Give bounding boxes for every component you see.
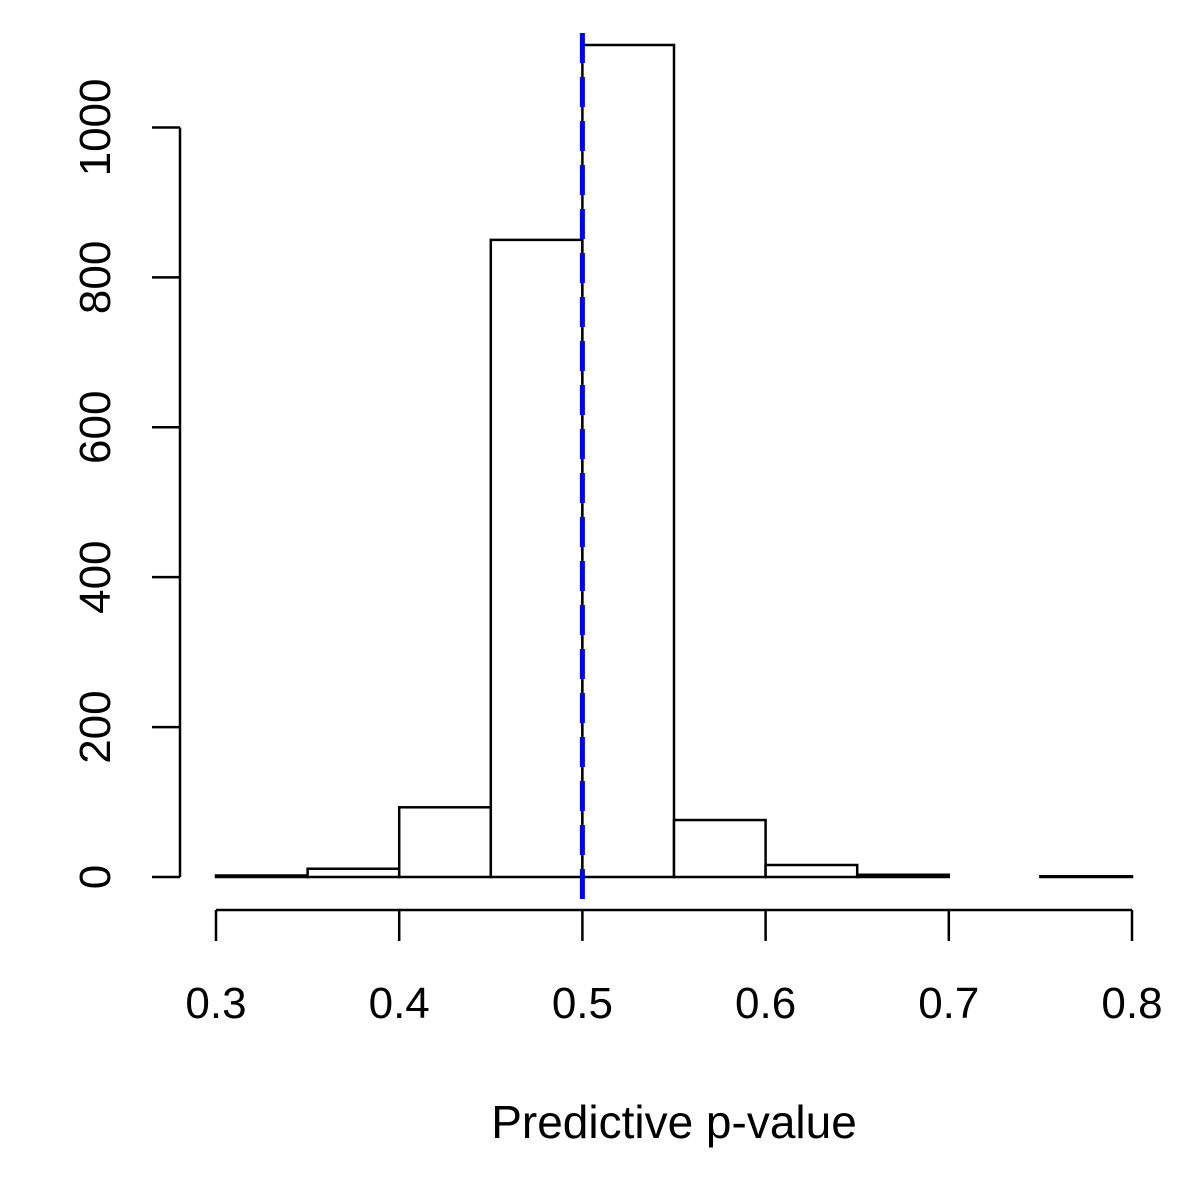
histogram-bar-6 — [764, 863, 859, 879]
histogram-bars — [214, 43, 1134, 879]
x-tick-label-3: 0.6 — [735, 979, 796, 1028]
histogram-bar-0 — [214, 874, 309, 879]
x-axis: 0.3 0.4 0.5 0.6 0.7 0.8 — [185, 908, 1163, 1028]
y-axis: 0 200 400 600 800 1000 — [71, 79, 182, 889]
x-tick-label-2: 0.5 — [552, 979, 613, 1028]
x-tick-label-4: 0.7 — [918, 979, 979, 1028]
histogram-bar-9 — [1039, 875, 1134, 879]
y-tick-label-0: 0 — [71, 865, 120, 889]
histogram-bar-7 — [855, 873, 951, 879]
y-tick-label-5: 1000 — [71, 79, 120, 177]
y-tick-label-1: 200 — [71, 690, 120, 763]
x-tick-label-1: 0.4 — [369, 979, 430, 1028]
y-tick-label-2: 400 — [71, 540, 120, 613]
y-tick-label-3: 600 — [71, 391, 120, 464]
x-axis-title: Predictive p-value — [491, 1096, 857, 1148]
histogram-bar-1 — [306, 867, 401, 879]
x-tick-label-5: 0.8 — [1101, 979, 1162, 1028]
histogram-bar-5 — [672, 818, 767, 879]
histogram-bar-4 — [581, 43, 676, 879]
histogram-bar-3 — [489, 238, 584, 879]
y-tick-label-4: 800 — [71, 241, 120, 314]
histogram-bar-2 — [397, 806, 493, 879]
x-tick-label-0: 0.3 — [185, 979, 246, 1028]
